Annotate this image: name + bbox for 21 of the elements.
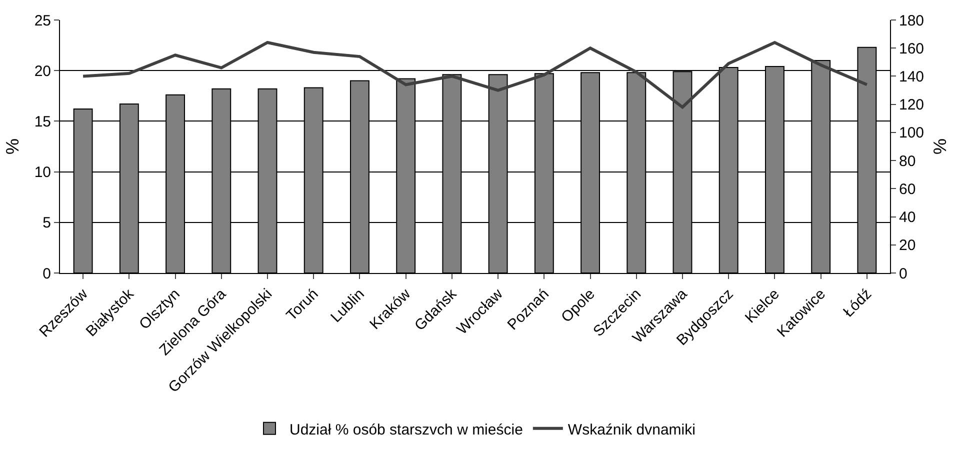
y2-tick-label: 80 (899, 152, 916, 170)
y2-tick-label: 60 (899, 180, 916, 198)
y-tick-label: 0 (42, 265, 51, 282)
y2-tick-label: 180 (899, 12, 924, 30)
y2-tick-label: 20 (899, 237, 916, 254)
y-tick-label: 5 (42, 214, 51, 232)
y2-tick-label: 40 (899, 209, 916, 226)
y-tick-label: 20 (34, 62, 51, 80)
y-tick-label: 25 (34, 12, 51, 30)
line-series (82, 40, 868, 109)
legend-label: Udział % osób starszvch w mieście (290, 421, 523, 438)
y2-tick-label: 120 (899, 96, 924, 114)
legend-label: Wskaźnik dvnamiki (568, 421, 696, 438)
y2-tick-label: 0 (899, 265, 908, 282)
y2-tick-label: 140 (899, 68, 924, 86)
y-axis-title: % (2, 138, 23, 155)
y-tick-label: 15 (34, 113, 51, 130)
y2-tick-label: 160 (899, 40, 924, 58)
y2-axis-title: % (930, 138, 950, 155)
y2-tick-label: 100 (899, 124, 924, 142)
y-tick-label: 10 (34, 164, 51, 182)
